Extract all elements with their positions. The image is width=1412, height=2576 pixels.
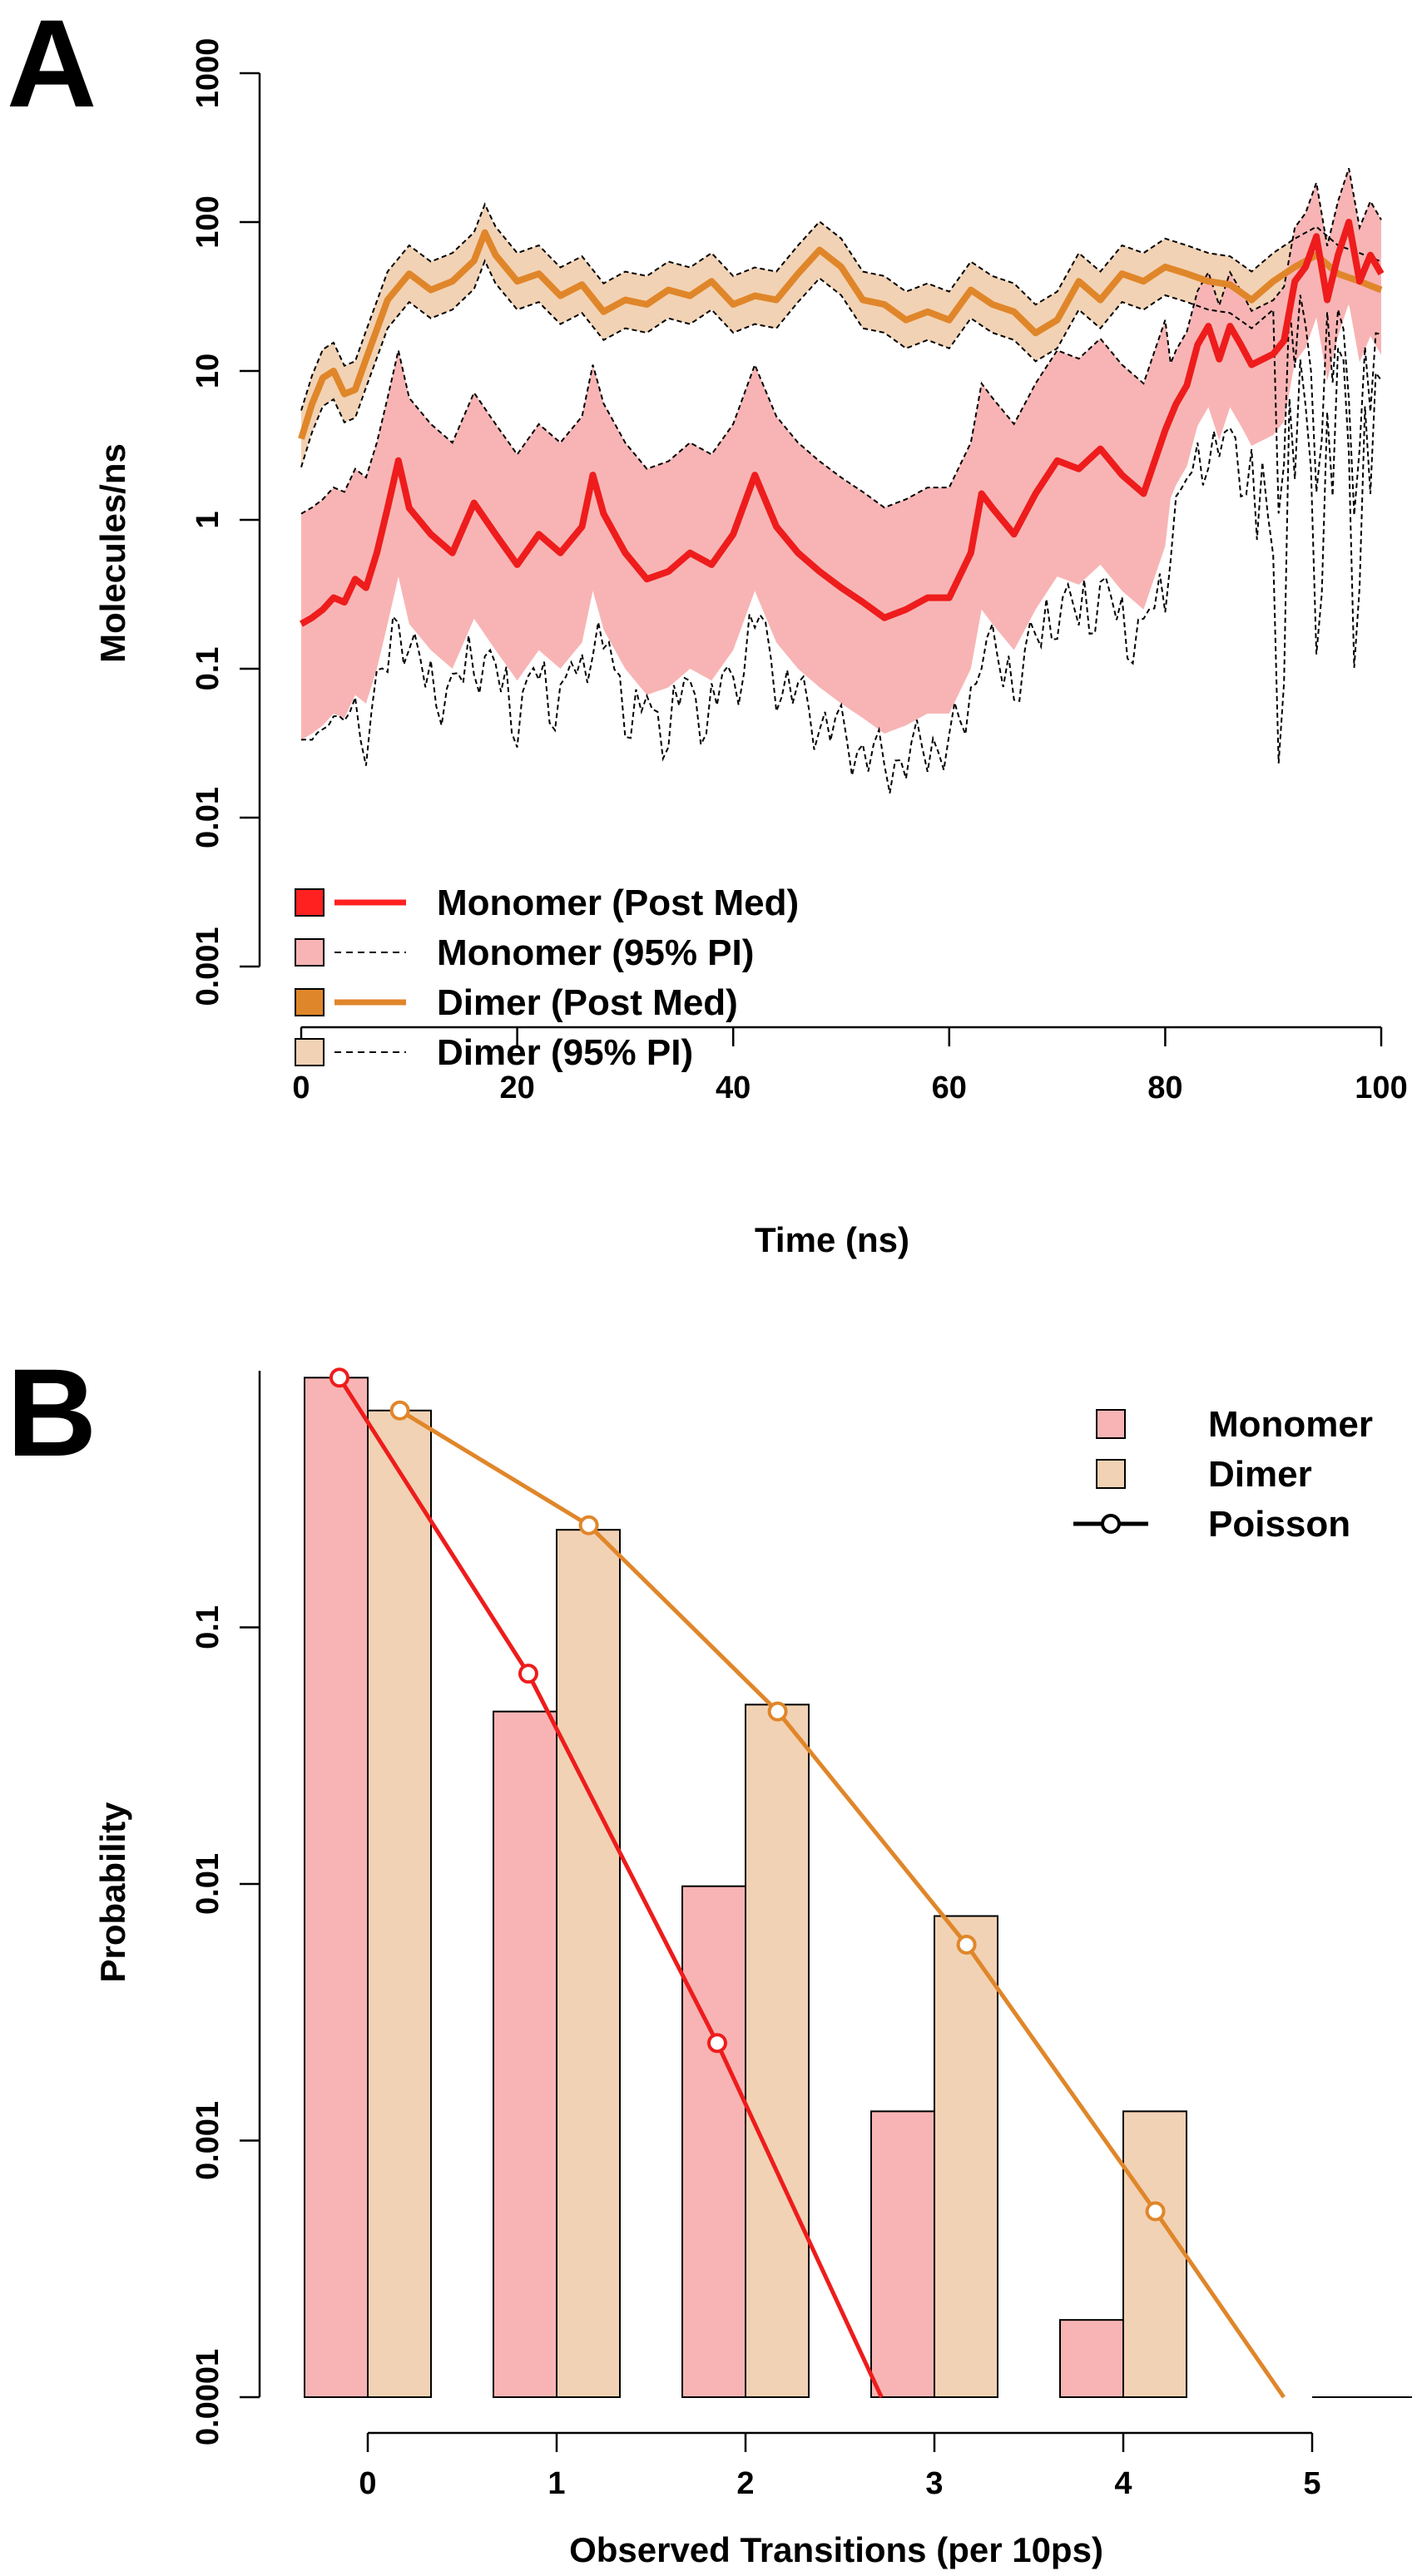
monomer-bar	[304, 1377, 369, 2398]
monomer-bar	[493, 1710, 557, 2398]
dimer-bar	[367, 1409, 432, 2398]
dimer-poisson-point	[389, 1400, 410, 1421]
a-y-axis-label: Molecules/ns	[93, 443, 132, 663]
a-legend-label: Monomer (Post Med)	[437, 883, 799, 923]
b-legend-circle	[1101, 1514, 1121, 1534]
dimer-pi-band	[301, 204, 1381, 467]
b-legend-label: Poisson	[1208, 1504, 1350, 1545]
monomer-poisson-point	[329, 1367, 349, 1388]
a-legend-label: Dimer (Post Med)	[437, 982, 738, 1023]
dimer-median-line	[298, 229, 1383, 440]
b-legend-label: Dimer	[1208, 1454, 1312, 1495]
monomer-bar	[870, 2110, 935, 2398]
a-y-tick-label: 100	[191, 195, 225, 248]
b-x-tick-label: 2	[736, 2466, 754, 2501]
b-y-axis-label: Probability	[93, 1802, 132, 1983]
dimer-poisson-line	[399, 1408, 1286, 2399]
b-y-tick-label: 0.1	[191, 1605, 225, 1649]
b-x-tick-label: 3	[925, 2466, 943, 2501]
a-y-tick-label: 10	[191, 354, 225, 388]
a-y-tick-label: 0.001	[191, 927, 225, 1006]
a-legend-swatch	[295, 888, 325, 917]
a-legend-label: Dimer (95% PI)	[437, 1032, 693, 1073]
dimer-poisson-point	[578, 1515, 599, 1535]
b-y-tick-label: 0.01	[191, 1853, 225, 1915]
a-y-tick-label: 1000	[191, 38, 225, 109]
dimer-bar	[1122, 2110, 1187, 2398]
a-x-tick-label: 60	[932, 1070, 967, 1105]
a-legend-swatch	[295, 1038, 325, 1066]
monomer-bar	[681, 1885, 746, 2399]
monomer-poisson-point	[518, 1664, 538, 1684]
b-x-tick-label: 0	[359, 2466, 376, 2501]
b-x-tick-label: 4	[1114, 2466, 1132, 2501]
panel-b: B 0 1 2 3 4 5 0.0001 0.001 0.01 0.1 Observed Tran…	[7, 1342, 1412, 2569]
monomer-pi-lower	[300, 348, 1382, 794]
dimer-pi-upper	[300, 202, 1382, 411]
a-y-tick-label: 1	[191, 511, 225, 528]
a-x-tick-label: 100	[1355, 1070, 1407, 1105]
a-axes: 0 20 40 60 80 100 0.001 0.01 0.1 1 10 100 1000	[191, 38, 1408, 1105]
monomer-median-line	[300, 219, 1385, 627]
a-x-axis-label: Time (ns)	[755, 1220, 909, 1259]
a-lines	[298, 167, 1385, 794]
b-y-tick-label: 0.001	[191, 2101, 225, 2180]
b-bars	[304, 1377, 1412, 2399]
b-axes: 0 1 2 3 4 5 0.0001 0.001 0.01 0.1	[191, 1371, 1321, 2501]
b-legend: Monomer Dimer Poisson	[1073, 1404, 1373, 1545]
dimer-poisson-point	[956, 1934, 977, 1955]
a-x-tick-label: 40	[716, 1070, 751, 1105]
panel-a-label: A	[7, 0, 97, 133]
b-x-tick-label: 1	[547, 2466, 565, 2501]
monomer-bar	[1059, 2319, 1124, 2399]
a-legend-swatch	[295, 988, 325, 1016]
b-x-axis-label: Observed Transitions (per 10ps)	[569, 2530, 1103, 2569]
a-y-tick-label: 0.1	[191, 647, 225, 691]
monomer-pi-band	[301, 168, 1381, 740]
b-legend-swatch	[1096, 1409, 1126, 1439]
monomer-poisson-point	[706, 2033, 727, 2054]
a-x-tick-label: 0	[292, 1070, 310, 1105]
a-bands	[301, 168, 1381, 740]
b-legend-label: Monomer	[1208, 1404, 1373, 1445]
a-legend-swatch	[295, 938, 325, 967]
panel-b-label: B	[7, 1342, 97, 1482]
b-legend-swatch	[1096, 1459, 1126, 1489]
monomer-poisson-line	[337, 1376, 884, 2399]
a-x-tick-label: 20	[499, 1070, 534, 1105]
dimer-poisson-point	[1145, 2201, 1166, 2222]
b-lines	[329, 1367, 1286, 2399]
b-x-tick-label: 5	[1303, 2466, 1320, 2501]
a-legend-label: Monomer (95% PI)	[437, 932, 754, 973]
a-x-tick-label: 80	[1147, 1070, 1182, 1105]
panel-a: A 0 20 40 60 80 100 0.001 0.01 0.1 1 10 100 1000 Tim…	[7, 0, 1408, 1259]
dimer-pi-lower	[300, 259, 1382, 516]
a-y-tick-label: 0.01	[191, 787, 225, 848]
dimer-bar	[745, 1703, 810, 2398]
dimer-bar	[556, 1529, 621, 2398]
monomer-pi-upper	[300, 167, 1382, 515]
b-y-tick-label: 0.0001	[191, 2349, 225, 2445]
dimer-poisson-point	[767, 1701, 788, 1722]
a-legend: Monomer (Post Med) Monomer (95% PI) Dimer …	[295, 883, 799, 1073]
dimer-bar	[934, 1915, 998, 2399]
